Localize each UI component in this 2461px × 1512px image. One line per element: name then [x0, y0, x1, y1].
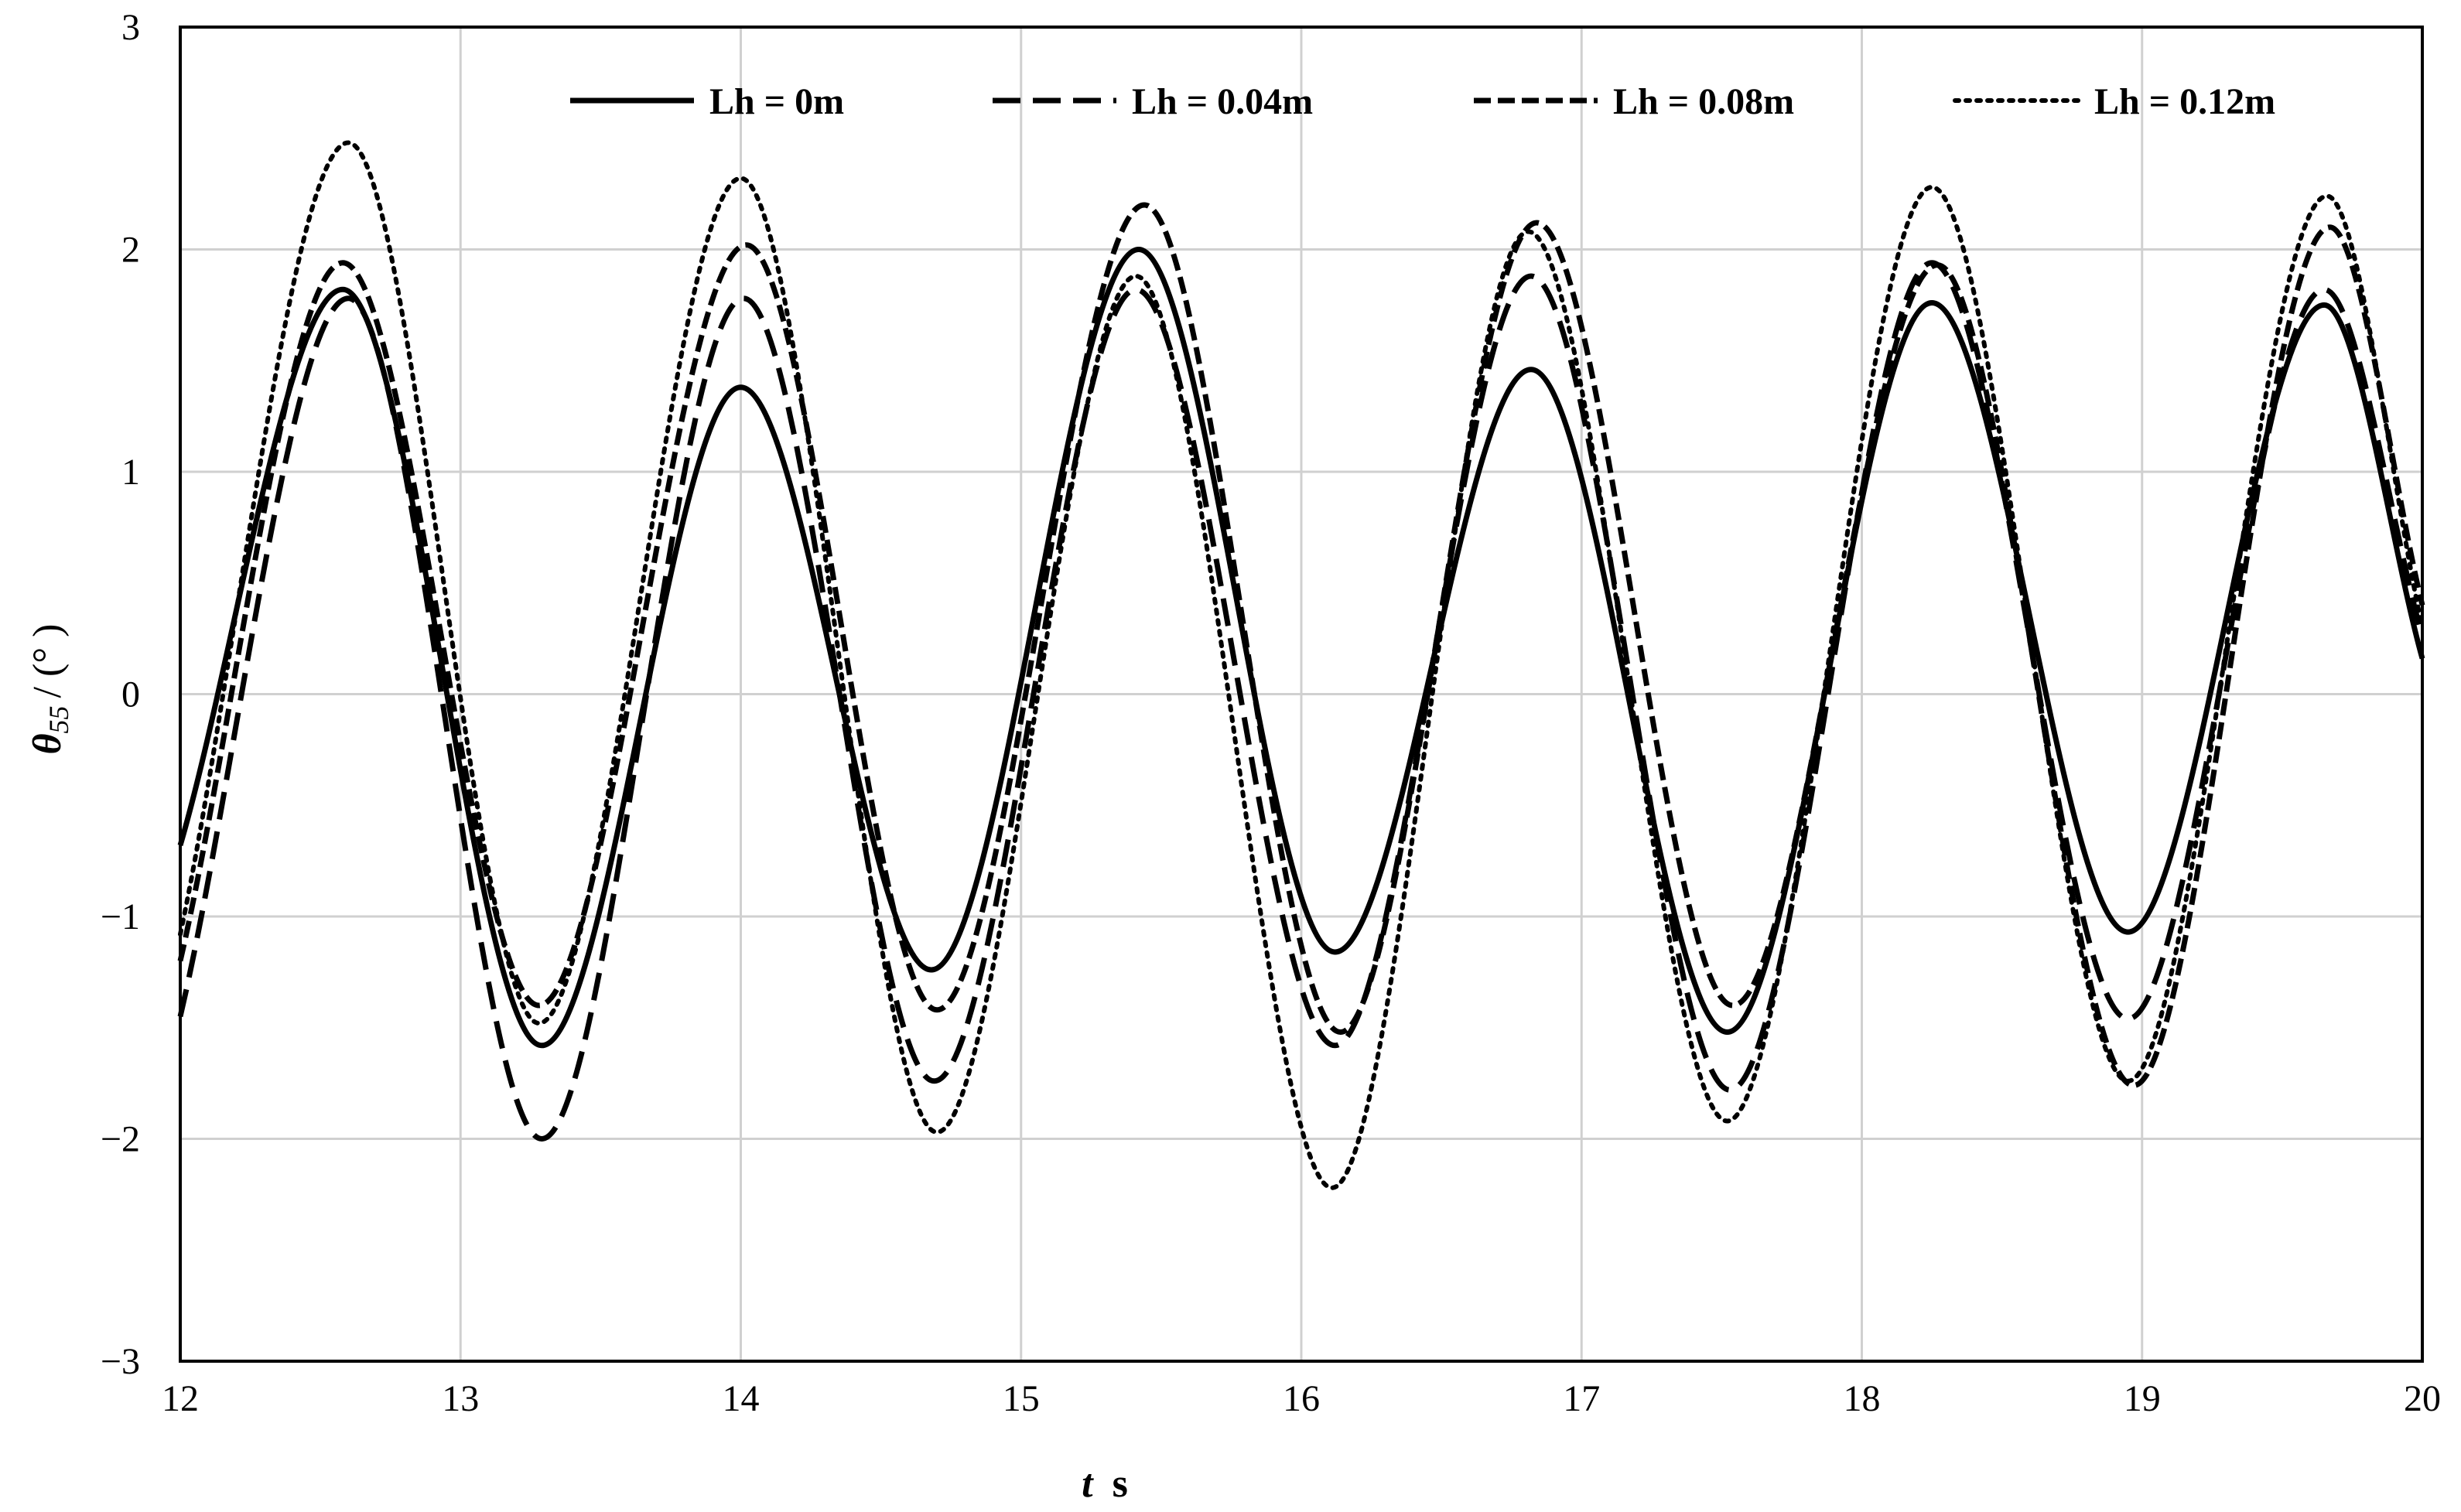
y-tick-label: 0 — [121, 674, 140, 715]
x-tick-label: 14 — [723, 1378, 760, 1419]
y-tick-label: 2 — [121, 230, 140, 271]
legend-label-3: Lh = 0.08m — [1613, 81, 1794, 122]
x-axis-tick-labels: 12 13 14 15 16 17 18 19 20 — [162, 1378, 2441, 1419]
legend-label-2: Lh = 0.04m — [1132, 81, 1313, 122]
series-line-2 — [177, 260, 2425, 1142]
y-tick-label: 3 — [121, 7, 140, 48]
y-tick-label: 1 — [121, 452, 140, 493]
x-tick-label: 12 — [162, 1378, 199, 1419]
legend: Lh = 0m Lh = 0.04m Lh = 0.08m Lh = 0.12m — [570, 81, 2275, 122]
x-tick-label: 16 — [1283, 1378, 1320, 1419]
x-tick-label: 15 — [1003, 1378, 1040, 1419]
x-tick-label: 17 — [1563, 1378, 1600, 1419]
legend-label-1: Lh = 0m — [709, 81, 844, 122]
x-tick-label: 13 — [442, 1378, 479, 1419]
y-tick-label: −3 — [101, 1341, 140, 1382]
y-tick-label: −1 — [101, 896, 140, 937]
y-axis-title: θ55/ (° ) — [26, 624, 74, 755]
x-tick-label: 19 — [2124, 1378, 2161, 1419]
x-axis-title: t s — [1082, 1462, 1128, 1506]
x-tick-label: 20 — [2404, 1378, 2441, 1419]
x-tick-label: 18 — [1844, 1378, 1881, 1419]
y-axis-tick-labels: −3 −2 −1 0 1 2 3 — [101, 7, 140, 1382]
series-line-1 — [177, 246, 2425, 1049]
legend-label-4: Lh = 0.12m — [2094, 81, 2275, 122]
series-lines — [177, 140, 2425, 1190]
plot-frame — [179, 26, 2424, 1363]
series-line-4 — [178, 140, 2425, 1190]
series-line-3 — [177, 202, 2425, 1089]
y-tick-label: −2 — [101, 1119, 140, 1160]
